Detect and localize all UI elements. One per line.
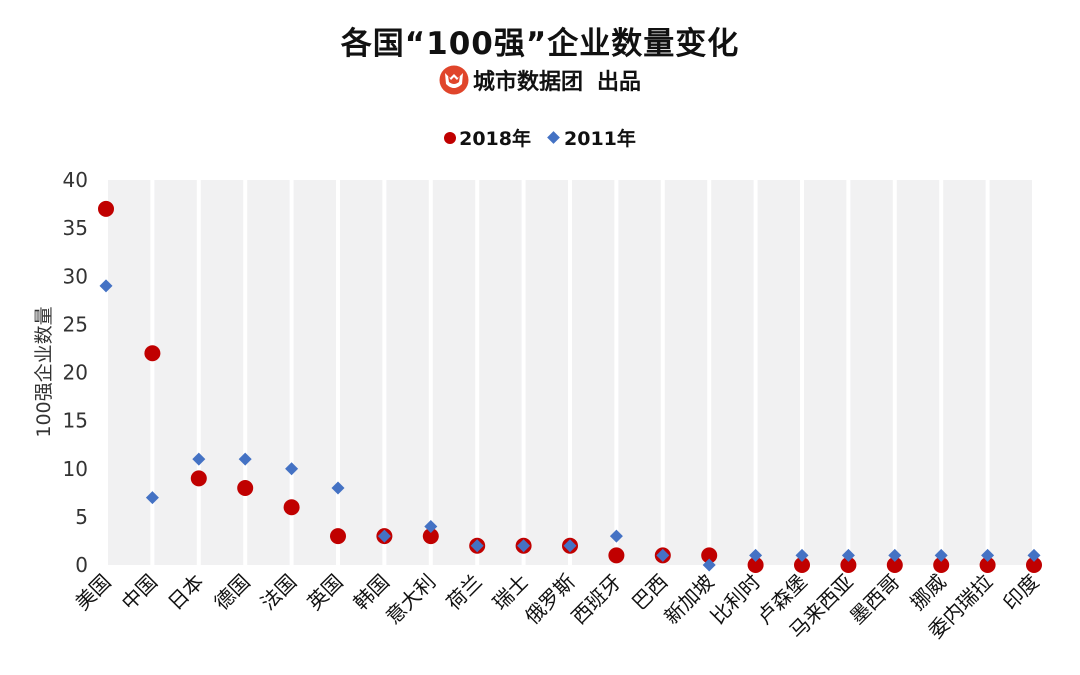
point-2011 <box>331 481 345 495</box>
y-tick-label: 10 <box>63 457 88 481</box>
y-tick-label: 20 <box>63 361 88 385</box>
point-2011 <box>702 558 716 572</box>
point-2011 <box>841 548 855 562</box>
legend-circle-marker-icon <box>444 131 457 144</box>
point-2011 <box>517 539 531 553</box>
point-2018 <box>608 547 625 564</box>
point-2018 <box>840 557 857 573</box>
point-2018 <box>144 345 161 362</box>
legend-item-2018: 2018年 <box>444 124 531 151</box>
brand-line: 城市数据团 出品 <box>0 64 1080 96</box>
point-2011 <box>238 452 252 466</box>
y-tick-label: 40 <box>63 168 88 192</box>
x-tick-label: 新加坡 <box>659 570 718 629</box>
point-2011 <box>888 548 902 562</box>
series-2011 <box>99 279 1041 572</box>
y-tick-label: 5 <box>75 505 88 529</box>
y-axis-label: 100强企业数量 <box>33 306 55 437</box>
point-2011 <box>1027 548 1041 562</box>
chart-title: 各国“100强”企业数量变化 <box>340 26 740 62</box>
point-2011 <box>192 452 206 466</box>
point-2011 <box>656 548 670 562</box>
point-2018 <box>794 557 810 573</box>
cat-face-logo-icon <box>439 65 469 95</box>
y-tick-label: 30 <box>63 264 88 288</box>
point-2011 <box>470 539 484 553</box>
y-tick-label: 15 <box>63 409 88 433</box>
x-tick-label: 中国 <box>117 570 162 615</box>
point-2011 <box>99 279 113 293</box>
point-2011 <box>285 462 299 476</box>
x-tick-label: 德国 <box>209 570 254 615</box>
point-2011 <box>749 548 763 562</box>
point-2011 <box>795 548 809 562</box>
x-tick-label: 日本 <box>163 570 208 615</box>
point-2018 <box>283 499 300 516</box>
point-2011 <box>377 529 391 543</box>
x-tick-label: 印度 <box>998 570 1043 615</box>
y-axis-ticks: 0 5 10 15 20 25 30 35 40 <box>63 168 88 577</box>
x-tick-label: 西班牙 <box>567 570 626 629</box>
y-tick-label: 25 <box>63 312 88 336</box>
x-tick-label: 荷兰 <box>441 570 486 615</box>
point-2011 <box>563 539 577 553</box>
y-tick-label: 0 <box>75 553 88 577</box>
point-2018 <box>422 528 439 545</box>
point-2011 <box>981 548 995 562</box>
x-tick-label: 比利时 <box>706 570 765 629</box>
point-2011 <box>424 520 438 533</box>
legend-label-2018: 2018年 <box>459 128 531 150</box>
brand-name: 城市数据团 <box>472 70 583 95</box>
point-2011 <box>145 491 159 505</box>
point-2018 <box>98 200 114 217</box>
point-2011 <box>934 548 948 562</box>
x-tick-label: 墨西哥 <box>845 570 904 629</box>
point-2018 <box>979 557 996 573</box>
y-tick-label: 35 <box>63 216 88 240</box>
x-tick-label: 意大利 <box>381 570 440 629</box>
point-2018 <box>330 528 346 545</box>
brand-suffix: 出品 <box>597 70 642 95</box>
x-tick-label: 英国 <box>302 570 347 615</box>
point-2018 <box>237 480 254 496</box>
vertical-gridlines <box>104 180 1036 565</box>
point-2018 <box>933 557 950 573</box>
point-2018 <box>190 470 207 487</box>
point-2018 <box>701 547 718 564</box>
point-2011 <box>609 529 623 543</box>
point-2018 <box>886 557 903 573</box>
legend-item-2011: 2011年 <box>547 124 636 151</box>
x-tick-label: 俄罗斯 <box>520 570 579 629</box>
legend-label-2011: 2011年 <box>564 128 636 150</box>
point-2018 <box>747 557 764 573</box>
legend: 2018年 2011年 <box>0 124 1080 151</box>
point-2018 <box>1026 557 1042 573</box>
x-tick-label: 法国 <box>256 570 301 615</box>
